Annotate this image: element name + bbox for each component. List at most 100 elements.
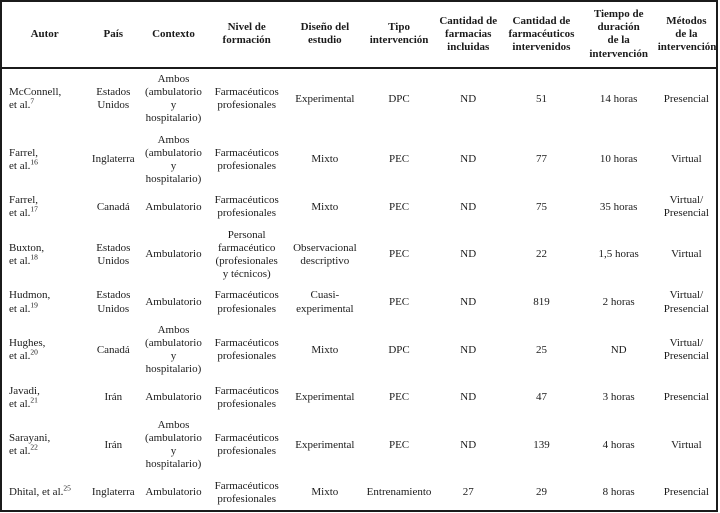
reference-superscript: 19 — [30, 299, 38, 309]
table-row: Farrel, et al.17 Canadá Ambulatorio Farmacéu… — [1, 190, 717, 224]
cell-farmaceuticos: 77 — [535, 153, 547, 166]
cell-pais: Irán — [104, 391, 123, 404]
cell-nivel: Personal farmacéutico (profesionales y técn… — [215, 228, 278, 281]
cell-tiempo: 3 horas — [602, 391, 635, 404]
col-header-farmacias: Cantidad de farmacias incluidas — [434, 1, 503, 69]
cell-metodos: Presencial — [663, 92, 709, 105]
cell-farmaceuticos: 47 — [535, 391, 547, 404]
cell-diseno: Observacional descriptivo — [293, 241, 357, 267]
cell-farmacias: ND — [460, 248, 477, 261]
cell-autor: McConnell, et al.7 — [9, 85, 62, 112]
cell-diseno: Experimental — [295, 438, 355, 451]
cell-farmaceuticos: 819 — [533, 295, 550, 308]
cell-tiempo: 1,5 horas — [598, 248, 639, 261]
cell-farmacias: ND — [460, 92, 477, 105]
cell-contexto: Ambos (ambulatorio y hospitalario) — [145, 133, 202, 186]
cell-nivel: Farmacéuticos profesionales — [214, 85, 279, 112]
cell-tipo: Entrenamiento — [366, 486, 432, 499]
header-row: Autor País Contexto Nivel de formación Diseño… — [1, 1, 717, 69]
cell-tipo: PEC — [388, 153, 410, 166]
cell-tipo: PEC — [388, 391, 410, 404]
cell-nivel: Farmacéuticos profesionales — [214, 146, 279, 172]
table-row: Javadi, et al.21 Irán Ambulatorio Farmacéuti… — [1, 381, 717, 415]
cell-nivel: Farmacéuticos profesionales — [214, 432, 279, 458]
cell-metodos: Virtual/Presencial — [663, 336, 709, 363]
cell-tiempo: 35 horas — [599, 200, 638, 213]
col-header-autor: Autor — [1, 1, 88, 69]
cell-pais: Inglaterra — [91, 486, 135, 499]
table-row: Farrel, et al.16 Inglaterra Ambos (ambulator… — [1, 130, 717, 191]
cell-nivel: Farmacéuticos profesionales — [214, 479, 279, 505]
cell-nivel: Farmacéuticos profesionales — [214, 194, 279, 220]
cell-metodos: Presencial — [663, 486, 709, 499]
cell-pais: Estados Unidos — [96, 241, 131, 267]
table-row: Hughes, et al.20 Canadá Ambos (ambulatorio y h… — [1, 320, 717, 381]
cell-farmacias: ND — [460, 153, 477, 166]
cell-contexto: Ambulatorio — [145, 248, 202, 261]
cell-tiempo: 14 horas — [599, 92, 638, 105]
cell-tipo: DPC — [388, 92, 410, 105]
cell-autor: Hudmon, et al.19 — [9, 289, 51, 315]
cell-farmacias: ND — [460, 295, 477, 308]
cell-metodos: Presencial — [663, 391, 709, 404]
cell-contexto: Ambulatorio — [145, 200, 202, 213]
cell-diseno: Mixto — [311, 486, 339, 499]
cell-pais: Inglaterra — [91, 153, 135, 166]
cell-nivel: Farmacéuticos profesionales — [214, 289, 279, 315]
cell-diseno: Mixto — [311, 153, 339, 166]
table-body: McConnell, et al.7 Estados Unidos Ambos (amb… — [1, 68, 717, 511]
cell-tiempo: 10 horas — [599, 153, 638, 166]
cell-diseno: Cuasi-experimental — [296, 289, 354, 315]
table-row: Dhital, et al.25 Inglaterra Ambulatorio Far… — [1, 476, 717, 511]
cell-farmaceuticos: 22 — [535, 248, 547, 261]
cell-farmacias: ND — [460, 391, 477, 404]
cell-tipo: PEC — [388, 248, 410, 261]
table-row: Buxton, et al.18 Estados Unidos Ambulatorio… — [1, 225, 717, 286]
cell-tipo: PEC — [388, 438, 410, 451]
cell-farmaceuticos: 75 — [535, 200, 547, 213]
col-header-contexto: Contexto — [139, 1, 208, 69]
reference-superscript: 7 — [30, 96, 35, 106]
cell-farmacias: ND — [460, 343, 477, 356]
cell-tiempo: 4 horas — [602, 438, 635, 451]
cell-farmacias: ND — [460, 438, 477, 451]
cell-metodos: Virtual — [671, 153, 702, 166]
cell-pais: Estados Unidos — [96, 289, 131, 315]
cell-autor: Farrel, et al.16 — [9, 146, 39, 172]
cell-tiempo: 8 horas — [602, 486, 635, 499]
col-header-farmaceuticos: Cantidad de farmacéuticos intervenidos — [502, 1, 581, 69]
cell-pais: Irán — [104, 438, 123, 451]
cell-diseno: Experimental — [295, 391, 355, 404]
cell-diseno: Mixto — [311, 200, 339, 213]
cell-contexto: Ambos (ambulatorio y hospitalario) — [145, 323, 202, 376]
cell-nivel: Farmacéuticos profesionales — [214, 336, 279, 363]
cell-metodos: Virtual/Presencial — [663, 194, 709, 220]
cell-pais: Canadá — [96, 200, 130, 213]
cell-metodos: Virtual — [671, 248, 702, 261]
table-row: McConnell, et al.7 Estados Unidos Ambos (amb… — [1, 68, 717, 130]
cell-tipo: PEC — [388, 200, 410, 213]
cell-contexto: Ambulatorio — [145, 486, 202, 499]
cell-metodos: Virtual/Presencial — [663, 289, 709, 315]
cell-autor: Farrel, et al.17 — [9, 194, 39, 220]
cell-diseno: Experimental — [295, 92, 355, 105]
cell-farmaceuticos: 51 — [535, 92, 547, 105]
cell-contexto: Ambos (ambulatorio y hospitalario) — [145, 72, 202, 125]
cell-contexto: Ambos (ambulatorio y hospitalario) — [145, 418, 202, 471]
cell-pais: Estados Unidos — [96, 85, 131, 112]
cell-tiempo: 2 horas — [602, 295, 635, 308]
cell-contexto: Ambulatorio — [145, 391, 202, 404]
cell-pais: Canadá — [96, 343, 130, 356]
cell-farmacias: 27 — [462, 486, 474, 499]
cell-autor: Buxton, et al.18 — [9, 241, 45, 267]
col-header-nivel: Nivel de formación — [207, 1, 286, 69]
cell-diseno: Mixto — [311, 343, 339, 356]
reference-superscript: 20 — [30, 347, 38, 357]
table-row: Hudmon, et al.19 Estados Unidos Ambulatorio… — [1, 285, 717, 319]
col-header-diseno: Diseño del estudio — [285, 1, 364, 69]
reference-superscript: 17 — [30, 204, 38, 214]
cell-nivel: Farmacéuticos profesionales — [214, 384, 279, 410]
cell-autor: Javadi, et al.21 — [9, 384, 40, 410]
cell-farmacias: ND — [460, 200, 477, 213]
